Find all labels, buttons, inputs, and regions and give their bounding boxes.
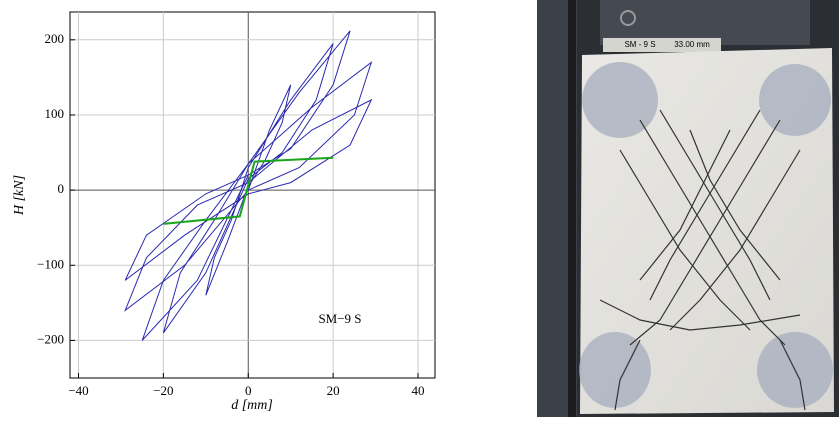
column <box>568 0 576 417</box>
beam <box>600 0 810 45</box>
x-tick-label: 40 <box>412 383 425 398</box>
series-line <box>124 30 373 341</box>
plot-frame <box>69 11 436 379</box>
damage-patch <box>759 64 831 136</box>
cracks <box>599 109 806 411</box>
photo-label: 33.00 mm <box>674 40 710 49</box>
x-tick-label: 20 <box>327 383 340 398</box>
damage-patch <box>582 62 658 138</box>
y-tick-label: 200 <box>45 31 65 46</box>
y-tick-label: −100 <box>37 256 64 271</box>
y-tick-label: −200 <box>37 331 64 346</box>
label-plate <box>603 38 721 52</box>
y-tick-label: 0 <box>58 181 65 196</box>
hook <box>620 10 636 26</box>
x-tick-label: 0 <box>245 383 252 398</box>
x-tick-label: −40 <box>68 383 88 398</box>
damage-patch <box>579 332 651 408</box>
photo: SM - 9 S 33.00 mm <box>537 0 839 417</box>
photo-label: SM - 9 S <box>624 40 655 49</box>
y-tick-label: 100 <box>45 106 65 121</box>
x-tick-label: −20 <box>153 383 173 398</box>
y-axis-label: H [kN] <box>12 175 27 216</box>
x-axis-label: d [mm] <box>231 398 273 413</box>
annotation: SM−9 S <box>318 311 361 326</box>
series-line <box>163 156 334 225</box>
